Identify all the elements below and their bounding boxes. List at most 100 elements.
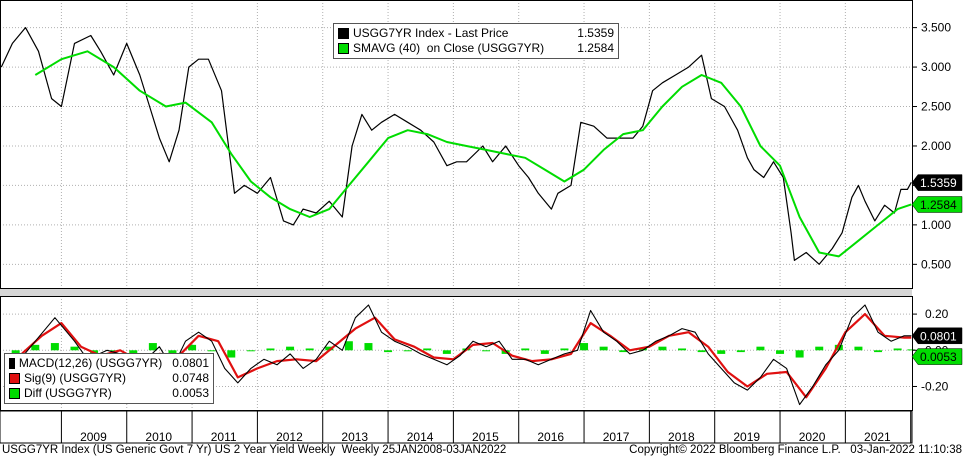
- diff-bar: [227, 350, 236, 358]
- smavg-series-line: [34, 50, 912, 258]
- legend-swatch-sig: [9, 373, 20, 384]
- x-tick-label: 2018: [668, 430, 695, 444]
- diff-bar: [697, 350, 706, 353]
- diff-bar: [286, 346, 295, 351]
- x-tick-label: 2009: [80, 430, 107, 444]
- diff-bar: [266, 348, 275, 351]
- diff-bar: [756, 346, 765, 351]
- diff-bar: [776, 350, 785, 354]
- diff-bar: [907, 349, 916, 351]
- diff-bar: [815, 346, 824, 351]
- legend-value-last-price: 1.5359: [577, 26, 614, 40]
- bottom-y-tick-label: 0.20: [925, 307, 949, 321]
- top-y-tick-label: 3.000: [921, 60, 951, 74]
- x-tick-label: 2017: [603, 430, 630, 444]
- legend-item-sig: Sig(9) (USGG7YR) 0.0748: [9, 371, 209, 386]
- x-tick-label: 2012: [276, 430, 303, 444]
- x-axis-band: [0, 410, 913, 444]
- top-y-tick-label: 2.000: [921, 139, 951, 153]
- x-tick-label: 2015: [472, 430, 499, 444]
- price-last-tag-label: 1.5359: [920, 176, 957, 190]
- bottom-y-tick-label: -0.20: [921, 379, 949, 393]
- panel-divider: [0, 289, 912, 296]
- top-panel-frame: [0, 0, 913, 289]
- diff-bar: [50, 343, 59, 351]
- diff-bar: [619, 350, 628, 353]
- diff-bar: [148, 343, 157, 351]
- x-tick-label: 2011: [211, 430, 237, 444]
- legend-swatch-diff: [9, 388, 20, 399]
- diff-bar: [736, 350, 745, 353]
- diff-bar: [893, 348, 902, 351]
- diff-bar: [384, 350, 393, 353]
- x-tick-label: 2013: [341, 430, 368, 444]
- top-y-tick-label: 2.500: [921, 100, 951, 114]
- top-panel-series: [0, 27, 912, 265]
- diff-bar: [580, 343, 589, 351]
- bottom-legend: MACD(12,26) (USGG7YR) 0.0801 Sig(9) (USG…: [4, 353, 214, 404]
- diff-bar: [521, 348, 530, 351]
- footer-right: Copyright© 2022 Bloomberg Finance L.P. 0…: [629, 444, 962, 456]
- macd-last-tag-label: 0.0801: [920, 329, 957, 343]
- macd-series-line: [15, 304, 912, 406]
- diff-bar: [109, 350, 118, 352]
- legend-label-last-price: USGG7YR Index - Last Price: [353, 26, 509, 40]
- top-y-tick-label: 1.000: [921, 218, 951, 232]
- diff-bar: [344, 341, 353, 351]
- smavg-last-tag-box: [911, 196, 963, 213]
- legend-label-smavg: SMAVG (40) on Close (USGG7YR): [353, 41, 545, 55]
- x-tick-label: 2019: [733, 430, 760, 444]
- smavg-last-tag-label: 1.2584: [920, 198, 957, 212]
- diff-bar: [305, 348, 314, 351]
- legend-item-smavg: SMAVG (40) on Close (USGG7YR) 1.2584: [338, 41, 614, 56]
- diff-bar: [11, 350, 20, 356]
- diff-last-tag-label: 0.0053: [920, 350, 957, 364]
- price-last-tag-box: [911, 174, 963, 191]
- x-tick-label: 2020: [799, 430, 826, 444]
- diff-bar: [854, 346, 863, 351]
- diff-bar: [658, 346, 667, 351]
- legend-value-diff: 0.0053: [172, 386, 209, 400]
- macd-last-tag-box: [911, 327, 963, 345]
- legend-item-macd: MACD(12,26) (USGG7YR) 0.0801: [9, 356, 209, 371]
- top-y-tick-label: 0.500: [921, 257, 951, 271]
- diff-bar: [70, 346, 79, 351]
- legend-value-sig: 0.0748: [172, 371, 209, 385]
- top-panel-grid: [0, 0, 912, 410]
- diff-last-tag-box: [911, 348, 963, 365]
- legend-item-last-price: USGG7YR Index - Last Price 1.5359: [338, 26, 614, 41]
- price-series-line: [0, 27, 912, 265]
- diff-bar: [540, 350, 549, 354]
- legend-swatch-smavg: [338, 43, 349, 54]
- top-legend: USGG7YR Index - Last Price 1.5359 SMAVG …: [333, 23, 619, 59]
- diff-bar: [874, 350, 883, 353]
- diff-bar: [599, 346, 608, 351]
- diff-bar: [717, 350, 726, 354]
- footer-left: USGG7YR Index (US Generic Govt 7 Yr) US …: [2, 444, 507, 456]
- diff-bar: [403, 350, 412, 352]
- diff-bar: [188, 344, 197, 351]
- x-tick-label: 2021: [864, 430, 891, 444]
- last-value-tags: 1.5359 1.2584 0.0801 0.0053: [911, 174, 963, 365]
- x-tick-label: 2016: [537, 430, 564, 444]
- legend-swatch-last-price: [338, 28, 349, 39]
- diff-bar: [207, 350, 216, 352]
- diff-bar: [325, 346, 334, 351]
- x-tick-label: 2014: [407, 430, 434, 444]
- diff-bar: [364, 343, 373, 351]
- axes: [0, 0, 917, 444]
- diff-bar: [31, 344, 40, 351]
- diff-bar: [834, 344, 843, 351]
- legend-label-diff: Diff (USGG7YR): [24, 386, 112, 400]
- legend-value-macd: 0.0801: [172, 356, 209, 370]
- diff-bar: [246, 350, 255, 352]
- legend-swatch-macd: [9, 358, 15, 369]
- legend-label-sig: Sig(9) (USGG7YR): [24, 371, 127, 385]
- diff-bar: [795, 350, 804, 358]
- diff-bar: [560, 348, 569, 351]
- footer: USGG7YR Index (US Generic Govt 7 Yr) US …: [2, 444, 962, 456]
- top-y-tick-label: 3.500: [921, 21, 951, 35]
- legend-label-macd: MACD(12,26) (USGG7YR): [18, 356, 163, 370]
- x-tick-label: 2010: [145, 430, 172, 444]
